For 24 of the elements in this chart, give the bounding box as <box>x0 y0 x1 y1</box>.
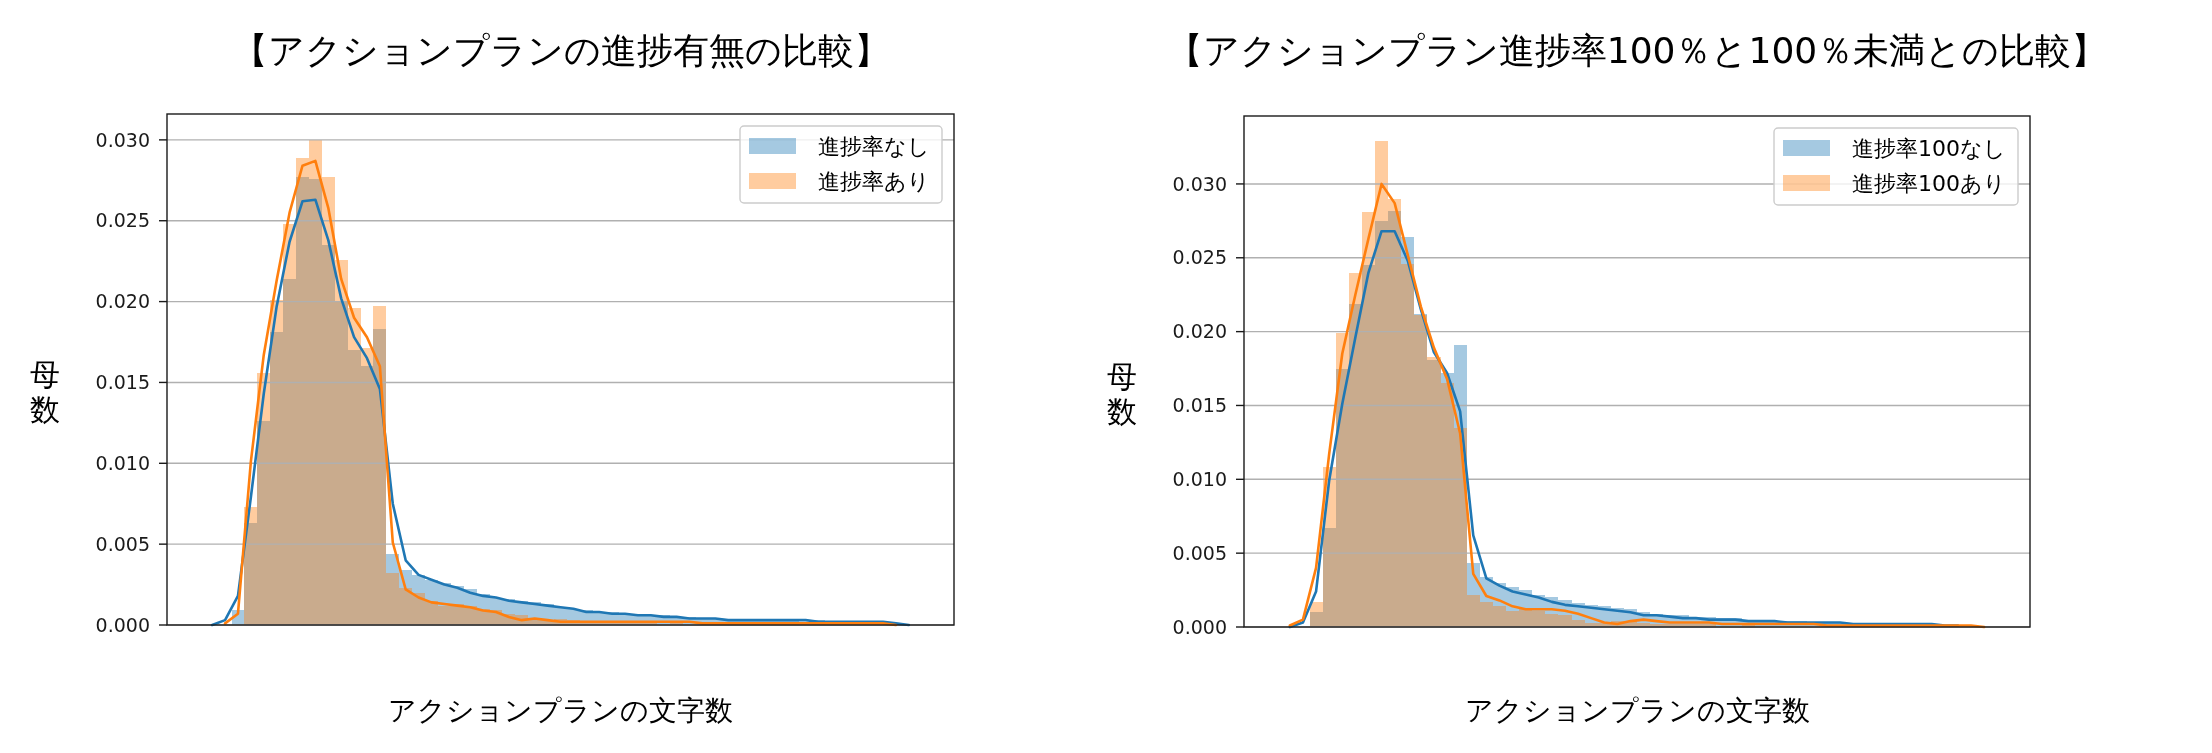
chart-title: 【アクションプランの進捗有無の比較】 <box>231 29 890 71</box>
y-tick-label: 0.015 <box>1172 394 1227 417</box>
y-tick-label: 0.005 <box>95 532 150 555</box>
x-axis-title: アクションプランの文字数 <box>388 693 733 727</box>
legend-label: 進捗率100なし <box>1852 135 2006 161</box>
y-tick-label: 0.000 <box>1172 615 1227 638</box>
legend-label: 進捗率あり <box>818 168 930 194</box>
y-axis-title: 母数 <box>1107 358 1137 429</box>
y-tick-label: 0.005 <box>1172 541 1227 564</box>
legend-label: 進捗率なし <box>818 133 930 159</box>
legend-label: 進捗率100あり <box>1852 170 2006 196</box>
y-tick-label: 0.030 <box>95 128 150 151</box>
x-axis-title: アクションプランの文字数 <box>1464 693 1810 727</box>
y-tick-label: 0.010 <box>95 451 150 474</box>
y-tick-label: 0.000 <box>95 613 150 636</box>
y-tick-label: 0.025 <box>1172 246 1227 269</box>
y-axis-title: 母数 <box>30 356 60 427</box>
y-tick-label: 0.015 <box>95 371 150 394</box>
y-tick-label: 0.020 <box>1172 320 1227 343</box>
y-tick-label: 0.020 <box>95 290 150 313</box>
y-tick-label: 0.025 <box>95 209 150 232</box>
y-tick-label: 0.010 <box>1172 467 1227 490</box>
chart-title: 【アクションプラン進捗率100％と100％未満との比較】 <box>1166 29 2108 71</box>
y-tick-label: 0.030 <box>1172 172 1227 195</box>
